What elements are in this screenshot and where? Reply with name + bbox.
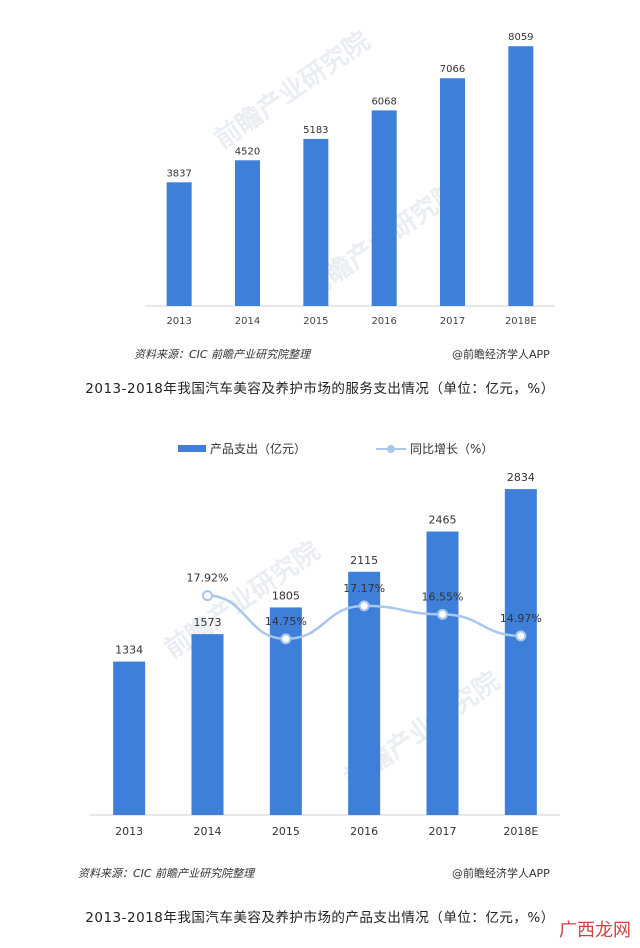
legend-line-label: 同比增长（%）: [410, 442, 494, 456]
bar-value-label: 2465: [429, 514, 457, 527]
chart2-brand: @前瞻经济学人APP: [452, 867, 550, 880]
bar-2015: [303, 138, 329, 306]
product-spending-chart-panel: 前瞻产业研究院 前瞻产业研究院 产品支出（亿元） 同比增长（%） 1334 201…: [0, 410, 640, 948]
x-tick-label: 2014: [235, 316, 260, 327]
growth-value-label: 17.17%: [343, 582, 385, 595]
bar-2016: [348, 571, 381, 815]
chart1-caption: 2013-2018年我国汽车美容及养护市场的服务支出情况（单位：亿元，%）: [85, 381, 555, 397]
x-tick-label: 2016: [371, 316, 396, 327]
x-tick-label: 2013: [115, 825, 143, 838]
x-tick-label: 2017: [440, 316, 465, 327]
bar-value-label: 6068: [371, 96, 396, 107]
chart1-brand: @前瞻经济学人APP: [452, 348, 550, 361]
service-spending-chart: 3837 2013 4520 2014 5183 2015 6068 2016 7066 2017…: [145, 32, 555, 327]
growth-point: [515, 630, 527, 642]
bar-2013: [166, 182, 192, 306]
bar-value-label: 1573: [194, 616, 222, 629]
growth-value-label: 16.55%: [422, 590, 464, 603]
bar-value-label: 3837: [166, 168, 191, 179]
bar-2014: [191, 634, 224, 815]
bar-2018E: [504, 489, 537, 815]
x-tick-label: 2016: [350, 825, 378, 838]
growth-point: [437, 608, 448, 620]
bar-value-label: 1334: [115, 644, 143, 657]
x-tick-label: 2015: [272, 825, 300, 838]
bar-value-label: 8059: [508, 32, 533, 43]
x-tick-label: 2018E: [505, 316, 537, 327]
chart2-caption: 2013-2018年我国汽车美容及养护市场的产品支出情况（单位：亿元，%）: [85, 910, 555, 926]
bar-2013: [113, 661, 146, 815]
bar-2017: [440, 78, 465, 307]
bar-value-label: 5183: [303, 125, 328, 136]
bar-2016: [371, 110, 397, 306]
x-tick-label: 2014: [194, 825, 222, 838]
bar-2018E: [508, 46, 534, 307]
bar-value-label: 2834: [507, 471, 535, 484]
product-spending-chart: 1334 2013 1573 2014 1805 2015 2115 2016 2465 2017…: [90, 471, 560, 838]
x-tick-label: 2018E: [503, 825, 538, 838]
x-tick-label: 2015: [303, 316, 328, 327]
growth-value-label: 14.75%: [265, 615, 307, 628]
bar-2017: [426, 531, 459, 815]
growth-point: [202, 590, 213, 602]
bar-value-label: 4520: [235, 146, 260, 157]
service-spending-chart-panel: 前瞻产业研究院 前瞻产业研究院 383720134520201451832015…: [0, 0, 640, 410]
growth-point: [358, 600, 370, 612]
bar-value-label: 1805: [272, 589, 300, 602]
growth-value-label: 17.92%: [187, 572, 229, 585]
x-tick-label: 2017: [429, 825, 457, 838]
chart2-source: 资料来源：CIC 前瞻产业研究院整理: [78, 867, 255, 880]
chart1-source: 资料来源：CIC 前瞻产业研究院整理: [134, 348, 311, 361]
chart2-legend: 产品支出（亿元） 同比增长（%）: [178, 440, 493, 457]
bar-value-label: 2115: [350, 554, 378, 567]
legend-bar-swatch: [178, 445, 206, 452]
bar-2014: [235, 160, 260, 306]
bar-value-label: 7066: [440, 64, 465, 75]
x-tick-label: 2013: [166, 316, 191, 327]
corner-watermark-stamp: 广西龙网: [556, 916, 634, 942]
growth-value-label: 14.97%: [500, 612, 542, 625]
growth-point: [280, 633, 292, 645]
legend-line-swatch: [376, 444, 407, 453]
legend-bar-label: 产品支出（亿元）: [210, 442, 307, 456]
